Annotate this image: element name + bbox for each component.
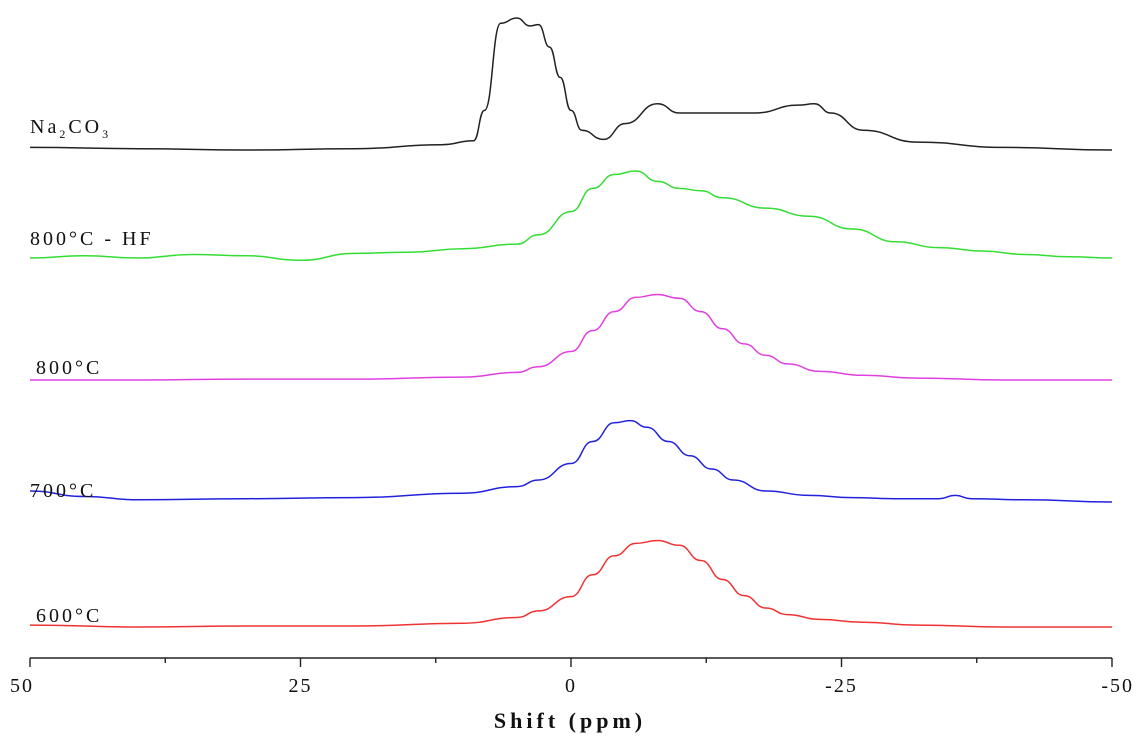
spectra-traces xyxy=(29,17,1113,628)
x-tick-label: 25 xyxy=(289,675,313,697)
series-label-1: 800°C - HF xyxy=(30,228,154,250)
trace-0 xyxy=(29,17,1113,151)
x-tick-label: -50 xyxy=(1101,675,1134,697)
trace-4 xyxy=(29,539,1112,628)
series-label-0: Na2CO3 xyxy=(30,116,111,141)
series-label-3: 700°C xyxy=(30,480,96,502)
x-axis: 50 25 0 -25 -50 Shift (ppm) xyxy=(10,657,1134,733)
series-labels: Na2CO3 800°C - HF 800°C 700°C 600°C xyxy=(30,116,154,627)
series-label-2: 800°C xyxy=(36,357,102,379)
x-tick-label: -25 xyxy=(825,675,858,697)
trace-2 xyxy=(29,293,1112,381)
trace-3 xyxy=(29,419,1113,503)
x-axis-ticks: 50 25 0 -25 -50 xyxy=(10,658,1134,697)
x-tick-label: 0 xyxy=(565,675,577,697)
x-tick-label: 50 xyxy=(10,675,34,697)
x-axis-title: Shift (ppm) xyxy=(494,708,646,733)
trace-1 xyxy=(29,170,1113,262)
series-label-4: 600°C xyxy=(36,605,102,627)
